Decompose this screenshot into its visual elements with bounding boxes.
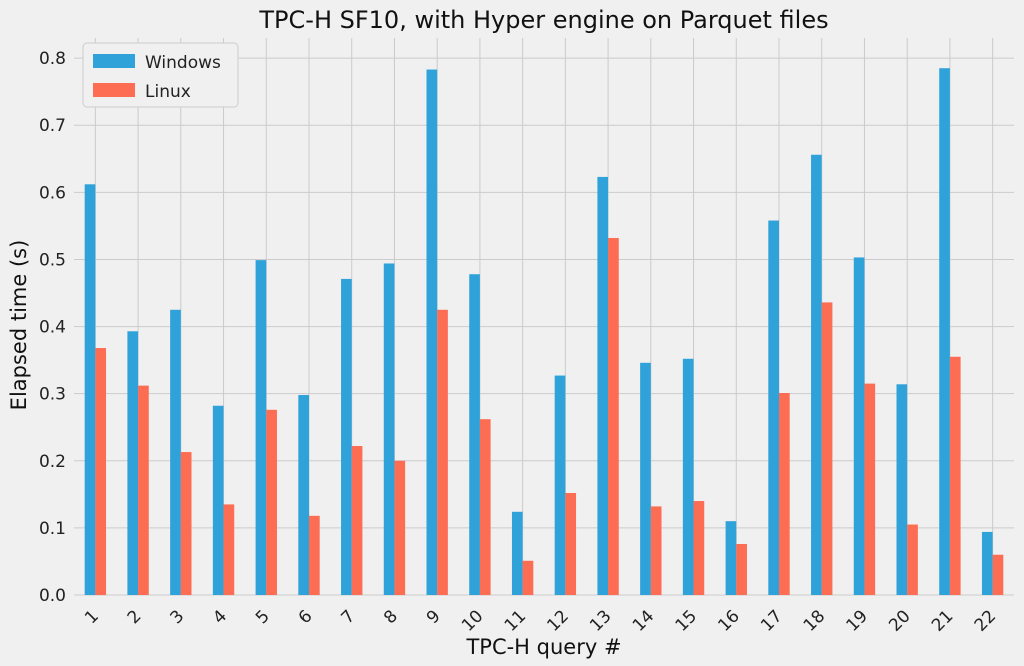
y-tick-label: 0.8: [39, 49, 66, 69]
y-tick-label: 0.3: [39, 385, 66, 405]
bar-windows-q17: [768, 220, 779, 595]
bar-windows-q20: [896, 384, 908, 595]
bar-windows-q12: [554, 375, 566, 595]
bar-windows-q1: [84, 184, 96, 595]
chart-title: TPC-H SF10, with Hyper engine on Parquet…: [258, 6, 828, 34]
bar-linux-q12: [565, 492, 577, 595]
bar-windows-q16: [725, 521, 737, 595]
bar-windows-q18: [811, 154, 822, 595]
bar-linux-q4: [223, 504, 235, 595]
bar-linux-q11: [522, 560, 534, 595]
bar-linux-q9: [437, 309, 448, 595]
y-tick-label: 0.7: [39, 116, 66, 136]
bar-linux-q15: [693, 501, 705, 595]
bar-windows-q19: [853, 257, 865, 595]
y-axis-label: Elapsed time (s): [7, 240, 31, 411]
legend-label-windows: Windows: [145, 53, 221, 73]
bar-windows-q3: [170, 309, 181, 595]
bar-windows-q11: [511, 511, 523, 595]
bar-windows-q15: [682, 358, 694, 595]
y-tick-label: 0.4: [39, 318, 66, 338]
bar-linux-q19: [864, 383, 876, 595]
y-tick-label: 0.2: [39, 452, 66, 472]
legend-swatch-linux: [93, 83, 135, 97]
bar-linux-q17: [779, 393, 790, 595]
bar-windows-q21: [939, 68, 950, 595]
bar-linux-q20: [907, 524, 918, 595]
bar-windows-q7: [341, 278, 352, 595]
bar-linux-q10: [479, 419, 491, 595]
legend: Windows Linux: [82, 42, 239, 108]
y-tick-label: 0.6: [39, 183, 66, 203]
bar-windows-q5: [255, 260, 267, 595]
bar-linux-q3: [180, 452, 192, 595]
y-tick-label: 0.1: [39, 519, 66, 539]
bar-windows-q10: [469, 274, 480, 595]
bar-linux-q5: [266, 409, 277, 595]
bar-linux-q7: [351, 446, 363, 595]
bar-linux-q21: [949, 356, 961, 595]
legend-label-linux: Linux: [145, 82, 191, 102]
bar-linux-q18: [821, 302, 833, 595]
bar-linux-q8: [394, 460, 406, 595]
bar-windows-q6: [298, 395, 309, 595]
bar-linux-q2: [138, 385, 149, 595]
bar-linux-q16: [736, 543, 747, 595]
bar-windows-q8: [383, 263, 395, 595]
bars: [84, 68, 1004, 596]
bar-windows-q14: [640, 362, 651, 595]
y-tick-label: 0.0: [39, 586, 66, 606]
y-tick-label: 0.5: [39, 250, 66, 270]
bar-linux-q22: [992, 554, 1004, 595]
bar-windows-q2: [127, 331, 139, 595]
x-axis-label: TPC-H query #: [465, 635, 621, 659]
bar-windows-q13: [597, 176, 609, 595]
bar-linux-q1: [95, 348, 107, 595]
bar-windows-q4: [212, 405, 224, 595]
legend-swatch-windows: [93, 54, 135, 68]
bar-linux-q6: [309, 515, 320, 595]
bar-linux-q14: [650, 506, 662, 595]
bar-windows-q9: [426, 69, 438, 596]
bar-windows-q22: [981, 531, 993, 595]
bar-linux-q13: [608, 237, 619, 595]
